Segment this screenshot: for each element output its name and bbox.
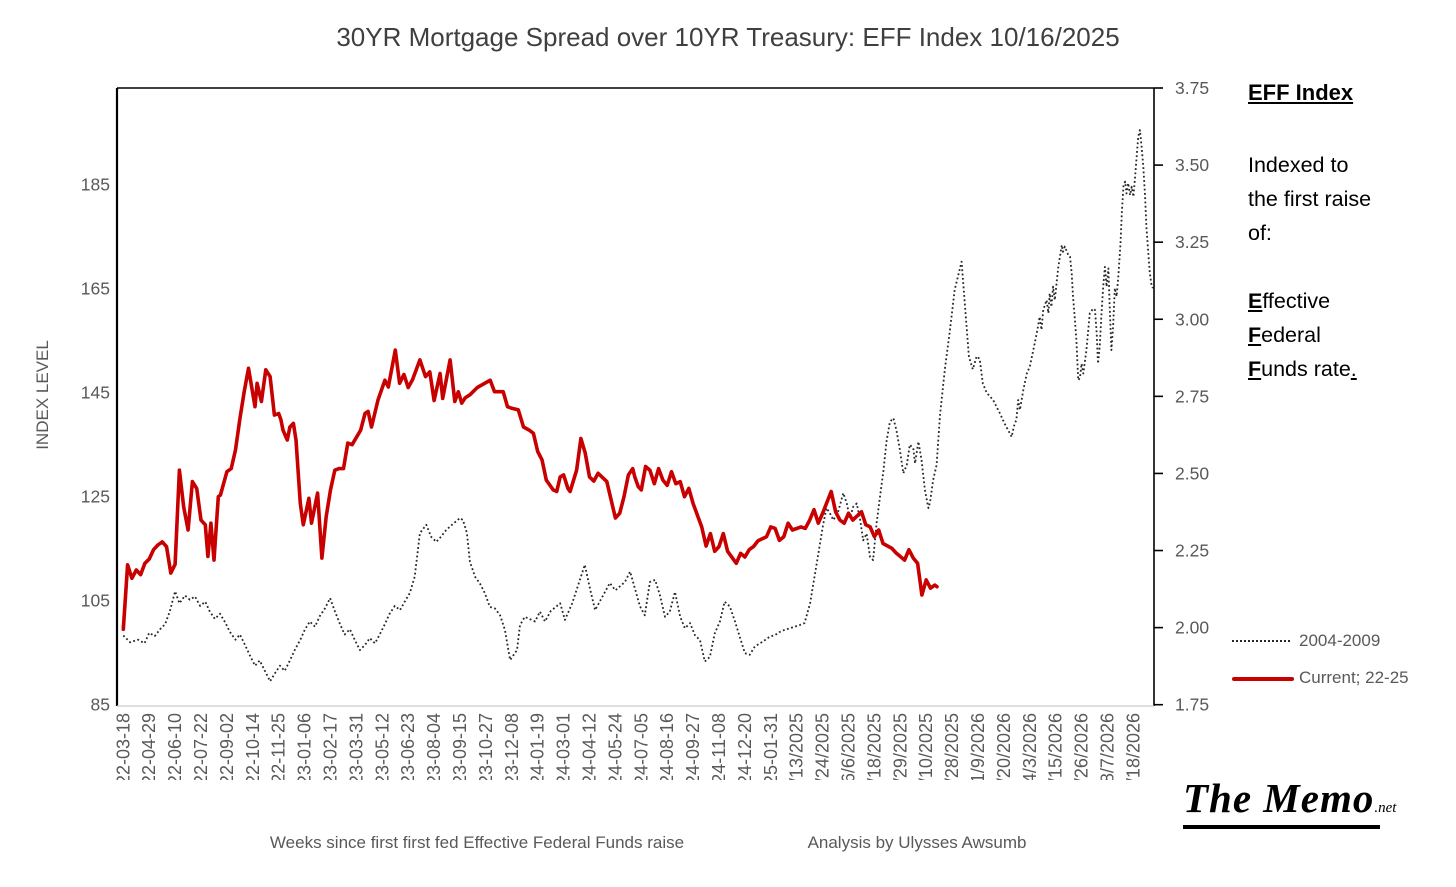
side-note-heading: EFF Index (1248, 80, 1354, 105)
x-axis-tick-label: 8/7/2026 (1098, 713, 1118, 780)
right-axis-tick-label: 3.25 (1175, 232, 1209, 252)
side-note-line: the first raise (1248, 187, 1372, 211)
side-note-mnemonic: Effective Federal Funds rate. (1248, 284, 1357, 386)
x-axis-tick-label: 2024-08-16 (657, 713, 677, 780)
logo-text: The Memo (1183, 775, 1375, 821)
x-axis-title: Weeks since first first fed Effective Fe… (269, 833, 685, 852)
x-axis-tick-label: 2024-01-19 (528, 713, 548, 780)
x-axis-tick-label: 1/9/2026 (968, 713, 988, 780)
x-axis-tick-label: 9/18/2026 (1123, 713, 1143, 780)
x-axis-tick-label: 10/10/2025 (916, 713, 936, 780)
x-axis-tick-label: 3/13/2025 (787, 713, 807, 780)
x-axis-tick-label: 2023-12-08 (502, 713, 522, 780)
x-axis-tick-label: 2024-12-20 (735, 713, 755, 780)
side-note-line: Federal (1248, 323, 1321, 347)
logo-underline-bar (1183, 825, 1380, 829)
x-axis-tick-label: 2022-03-18 (113, 713, 133, 780)
chart-plot-area: 1.75 2.00 2.25 2.50 2.75 3.00 3.25 3.50 3.75 85 10… (33, 80, 1209, 780)
side-note-line: Indexed to (1248, 153, 1349, 177)
x-axis-tick-label: 2023-01-06 (295, 713, 315, 780)
x-axis-tick-label: 4/24/2025 (813, 713, 833, 780)
x-axis-tick-label: 2023-09-15 (450, 713, 470, 780)
x-axis-tick-label: 2023-08-04 (424, 713, 444, 780)
left-axis-tick-label: 185 (81, 175, 110, 195)
right-axis-tick-label: 3.00 (1175, 309, 1209, 329)
x-axis-tick-label: 2024-11-08 (709, 713, 729, 780)
x-axis-tick-label: 2022-09-02 (217, 713, 237, 780)
x-axis-tick-label: 6/6/2025 (839, 713, 859, 780)
x-axis-tick-label: 8/29/2025 (890, 713, 910, 780)
x-axis-tick-label: 6/26/2026 (1072, 713, 1092, 780)
right-axis-tick-label: 2.50 (1175, 463, 1209, 483)
series-line-current-22-25 (121, 348, 939, 632)
left-axis-tick-label: 125 (81, 487, 110, 507)
legend-dotted-line-sample (1232, 640, 1290, 642)
x-axis-tick-label: 2022-06-10 (165, 713, 185, 780)
legend-label-2004-2009: 2004-2009 (1299, 631, 1381, 650)
left-axis-tick-label: 105 (81, 591, 110, 611)
x-axis-tick-label: 5/15/2026 (1046, 713, 1066, 780)
left-axis-title: INDEX LEVEL (33, 340, 52, 450)
x-axis-tick-label: 2024-05-24 (605, 713, 625, 780)
chart-title: 30YR Mortgage Spread over 10YR Treasury:… (336, 22, 1120, 52)
x-axis-tick-label: 2022-10-14 (243, 713, 263, 780)
x-axis-tick-label: 2023-02-17 (321, 713, 341, 780)
side-note-line: Funds rate. (1248, 357, 1357, 381)
x-axis-tick-label: 2022-07-22 (191, 713, 211, 780)
x-axis-tick-label: 2024-03-01 (554, 713, 574, 780)
right-axis-tick-label: 2.00 (1175, 618, 1209, 638)
analysis-credit: Analysis by Ulysses Awsumb (807, 833, 1027, 852)
x-axis-tick-label: 2024-07-05 (631, 713, 651, 780)
left-axis-tick-label: 85 (91, 695, 110, 715)
series-line-2004-2009 (122, 129, 1154, 683)
x-axis-tick-label: 2023-05-12 (372, 713, 392, 780)
x-axis-tick-label: 2025-01-31 (761, 713, 781, 780)
x-axis-tick-label: 2023-06-23 (398, 713, 418, 780)
x-axis-tick-label: 2023-03-31 (346, 713, 366, 780)
x-axis-tick-label: 2022-11-25 (269, 713, 289, 780)
x-axis-tick-label: 2024-04-12 (580, 713, 600, 780)
side-note-line: of: (1248, 221, 1272, 245)
x-axis-tick-label: 11/28/2025 (942, 713, 962, 780)
x-axis-tick-label: 2/20/2026 (994, 713, 1014, 780)
side-note-intro: Indexed to the first raise of: (1248, 148, 1371, 250)
x-axis-tick-label: 4/3/2026 (1020, 713, 1040, 780)
legend-label-current: Current; 22-25 (1299, 668, 1409, 687)
right-axis-tick-label: 3.50 (1175, 155, 1209, 175)
left-axis-tick-label: 145 (81, 383, 110, 403)
right-axis-tick-label: 2.75 (1175, 386, 1209, 406)
x-axis-tick-label: 2024-09-27 (683, 713, 703, 780)
right-axis-tick-label: 3.75 (1175, 80, 1209, 98)
site-logo: The Memo.net (1183, 774, 1423, 829)
x-axis-tick-label: 2023-10-27 (476, 713, 496, 780)
logo-suffix: .net (1374, 800, 1397, 816)
left-axis-tick-label: 165 (81, 279, 110, 299)
right-axis-tick-label: 1.75 (1175, 695, 1209, 715)
right-axis-tick-label: 2.25 (1175, 541, 1209, 561)
x-axis-tick-label: 2022-04-29 (139, 713, 159, 780)
x-axis-tick-label: 7/18/2025 (864, 713, 884, 780)
legend-solid-line-sample (1232, 677, 1294, 681)
side-note-line: Effective (1248, 289, 1331, 313)
